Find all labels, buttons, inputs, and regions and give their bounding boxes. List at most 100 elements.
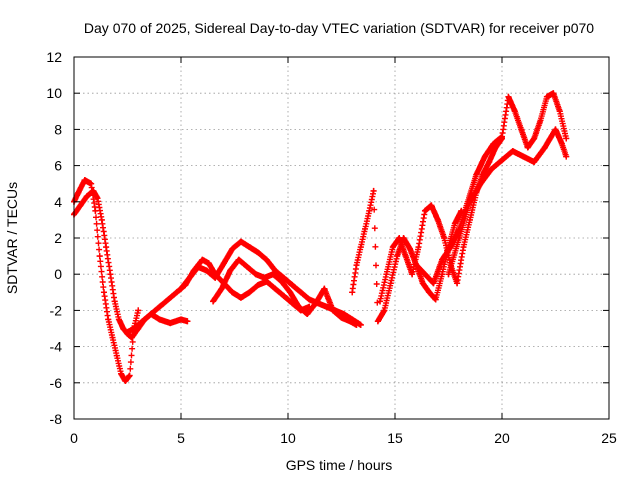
data-point [122, 377, 129, 384]
data-point [261, 274, 268, 281]
data-point [366, 207, 373, 214]
data-point [304, 311, 311, 318]
data-point [186, 274, 193, 281]
data-point [90, 187, 97, 194]
data-point [118, 370, 125, 377]
y-tick-label: 12 [46, 49, 62, 65]
data-point [466, 216, 473, 223]
x-tick-label: 20 [494, 430, 510, 446]
data-point [377, 298, 384, 305]
data-point [349, 289, 356, 296]
data-point [115, 316, 122, 323]
data-point [394, 253, 401, 260]
data-point [113, 352, 120, 359]
data-point [389, 244, 396, 251]
data-point [505, 93, 512, 100]
data-point [456, 235, 463, 241]
data-point [419, 280, 426, 287]
data-point [139, 318, 146, 325]
data-point [415, 244, 422, 251]
data-point [445, 271, 452, 278]
data-point [81, 177, 88, 184]
data-point [466, 198, 473, 205]
y-tick-label: -4 [50, 339, 63, 355]
data-point [426, 289, 433, 296]
series-4 [210, 256, 360, 328]
x-tick-label: 15 [387, 430, 403, 446]
data-point [413, 262, 420, 269]
y-tick-label: -8 [50, 411, 63, 427]
data-point [451, 220, 458, 227]
data-point [178, 285, 184, 292]
data-point [347, 318, 354, 325]
data-point [263, 256, 270, 263]
data-point [218, 285, 225, 292]
data-point [199, 256, 206, 263]
data-point [454, 280, 461, 287]
data-point [531, 135, 538, 142]
data-point [486, 158, 493, 165]
data-point [524, 144, 531, 151]
data-point [537, 117, 544, 124]
data-point [432, 296, 439, 303]
data-point [100, 289, 107, 296]
data-point [77, 202, 84, 209]
data-point [353, 262, 360, 269]
data-point [135, 307, 142, 314]
data-point [421, 207, 428, 214]
y-tick-label: 2 [54, 230, 62, 246]
data-point [246, 289, 253, 296]
data-point [481, 153, 488, 160]
data-point [383, 271, 390, 278]
data-point [558, 140, 565, 147]
data-point [477, 180, 484, 187]
data-point [195, 263, 202, 270]
x-tick-label: 0 [70, 430, 78, 446]
data-point [75, 189, 82, 196]
data-point [128, 334, 135, 341]
data-point [499, 133, 505, 140]
data-point [244, 263, 251, 270]
y-tick-label: 4 [54, 194, 62, 210]
data-point [205, 260, 212, 267]
chart-title: Day 070 of 2025, Sidereal Day-to-day VTE… [84, 20, 594, 36]
data-point [447, 244, 454, 251]
data-point [428, 202, 435, 209]
data-point [541, 144, 548, 151]
data-point [543, 93, 550, 100]
data-point [306, 296, 313, 303]
data-point [421, 271, 428, 278]
data-point [156, 303, 163, 310]
data-point [165, 296, 172, 303]
data-point [280, 274, 287, 281]
data-point [278, 278, 285, 285]
data-point [499, 157, 505, 164]
data-point [156, 316, 163, 323]
data-point [235, 256, 242, 263]
data-point [237, 294, 244, 301]
data-point [439, 256, 446, 263]
data-point [563, 135, 570, 142]
data-point [148, 311, 155, 318]
data-point [490, 140, 497, 147]
data-point [370, 187, 377, 194]
data-point [434, 216, 441, 223]
data-point [272, 285, 279, 292]
data-point [289, 282, 296, 289]
y-tick-label: 8 [54, 121, 62, 137]
data-point [105, 316, 112, 323]
x-tick-label: 10 [280, 430, 296, 446]
data-point [473, 171, 480, 178]
data-point [107, 271, 114, 278]
data-point [511, 108, 518, 115]
data-point [246, 244, 253, 251]
series-3 [178, 238, 364, 328]
data-point [556, 108, 563, 115]
series-0 [71, 177, 142, 384]
data-point [295, 303, 302, 310]
data-point [229, 245, 236, 252]
data-point [362, 225, 369, 232]
axis-ticks: 0 5 10 15 20 25 -8 -6 -4 -2 0 2 4 6 8 10 12 [46, 49, 617, 446]
data-point [272, 267, 279, 274]
data-point [83, 193, 90, 200]
